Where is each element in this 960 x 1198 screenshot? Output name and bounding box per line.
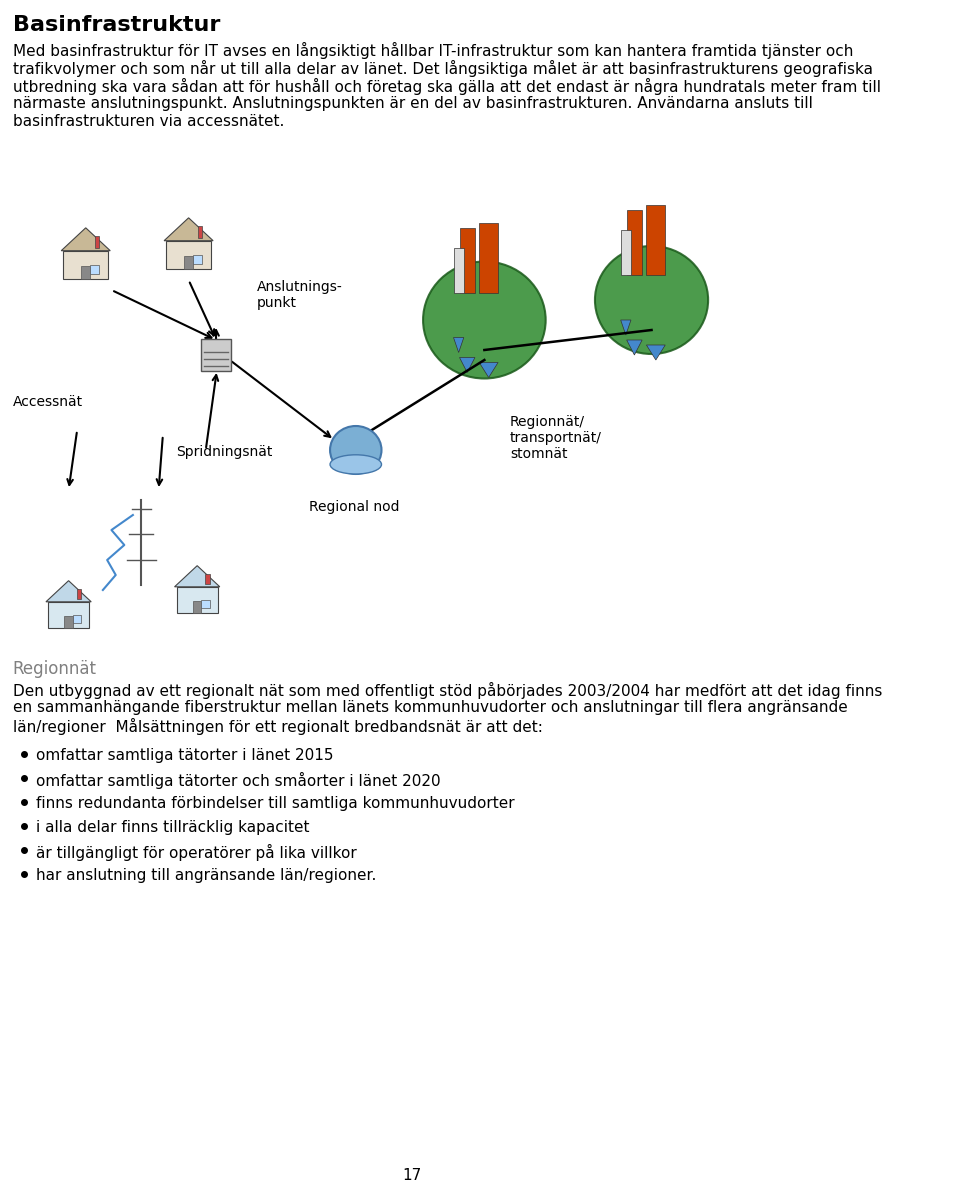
- FancyBboxPatch shape: [48, 601, 89, 628]
- Ellipse shape: [595, 246, 708, 353]
- Polygon shape: [460, 357, 475, 373]
- Polygon shape: [627, 340, 642, 355]
- FancyBboxPatch shape: [184, 256, 193, 270]
- Polygon shape: [621, 320, 631, 335]
- Ellipse shape: [423, 261, 545, 379]
- Text: län/regioner  Målsättningen för ett regionalt bredbandsnät är att det:: län/regioner Målsättningen för ett regio…: [12, 718, 542, 736]
- Text: Anslutnings-
punkt: Anslutnings- punkt: [257, 280, 343, 310]
- Ellipse shape: [330, 455, 381, 474]
- FancyBboxPatch shape: [63, 250, 108, 279]
- Text: Spridningsnät: Spridningsnät: [176, 444, 272, 459]
- Text: utbredning ska vara sådan att för hushåll och företag ska gälla att det endast ä: utbredning ska vara sådan att för hushål…: [12, 78, 881, 95]
- Polygon shape: [46, 581, 91, 601]
- FancyBboxPatch shape: [193, 255, 202, 264]
- FancyBboxPatch shape: [453, 248, 464, 292]
- FancyBboxPatch shape: [646, 205, 665, 276]
- Text: trafikvolymer och som når ut till alla delar av länet. Det långsiktiga målet är : trafikvolymer och som når ut till alla d…: [12, 60, 873, 77]
- Polygon shape: [479, 363, 498, 377]
- FancyBboxPatch shape: [479, 223, 498, 292]
- FancyBboxPatch shape: [202, 600, 209, 607]
- Text: omfattar samtliga tätorter och småorter i länet 2020: omfattar samtliga tätorter och småorter …: [36, 772, 441, 789]
- FancyBboxPatch shape: [201, 339, 231, 371]
- FancyBboxPatch shape: [82, 266, 90, 279]
- Polygon shape: [164, 218, 213, 241]
- Text: 17: 17: [402, 1168, 421, 1182]
- Text: omfattar samtliga tätorter i länet 2015: omfattar samtliga tätorter i länet 2015: [36, 748, 333, 763]
- Text: Regionnät: Regionnät: [12, 660, 97, 678]
- Text: Med basinfrastruktur för IT avses en långsiktigt hållbar IT-infrastruktur som ka: Med basinfrastruktur för IT avses en lån…: [12, 42, 853, 59]
- FancyBboxPatch shape: [198, 226, 202, 238]
- FancyBboxPatch shape: [77, 588, 81, 599]
- Text: Den utbyggnad av ett regionalt nät som med offentligt stöd påbörjades 2003/2004 : Den utbyggnad av ett regionalt nät som m…: [12, 682, 882, 698]
- Text: är tillgängligt för operatörer på lika villkor: är tillgängligt för operatörer på lika v…: [36, 845, 357, 861]
- Polygon shape: [61, 228, 110, 250]
- Text: finns redundanta förbindelser till samtliga kommunhuvudorter: finns redundanta förbindelser till samtl…: [36, 795, 515, 811]
- Text: basinfrastrukturen via accessnätet.: basinfrastrukturen via accessnätet.: [12, 114, 284, 129]
- Text: i alla delar finns tillräcklig kapacitet: i alla delar finns tillräcklig kapacitet: [36, 819, 309, 835]
- Ellipse shape: [330, 426, 381, 474]
- FancyBboxPatch shape: [90, 265, 99, 273]
- FancyBboxPatch shape: [193, 601, 202, 613]
- Polygon shape: [453, 338, 464, 352]
- Text: Regionnät/
transportnät/
stomnät: Regionnät/ transportnät/ stomnät: [510, 415, 602, 461]
- FancyBboxPatch shape: [95, 236, 99, 248]
- Text: Basinfrastruktur: Basinfrastruktur: [12, 16, 220, 35]
- Text: Regional nod: Regional nod: [308, 500, 399, 514]
- FancyBboxPatch shape: [166, 241, 211, 270]
- FancyBboxPatch shape: [64, 616, 73, 628]
- Polygon shape: [175, 565, 220, 587]
- FancyBboxPatch shape: [627, 210, 642, 276]
- FancyBboxPatch shape: [460, 228, 475, 292]
- FancyBboxPatch shape: [73, 615, 81, 623]
- Text: närmaste anslutningspunkt. Anslutningspunkten är en del av basinfrastrukturen. A: närmaste anslutningspunkt. Anslutningspu…: [12, 96, 813, 111]
- Text: Accessnät: Accessnät: [12, 395, 83, 409]
- Text: har anslutning till angränsande län/regioner.: har anslutning till angränsande län/regi…: [36, 869, 376, 883]
- Polygon shape: [646, 345, 665, 361]
- FancyBboxPatch shape: [205, 574, 209, 585]
- Text: en sammanhängande fiberstruktur mellan länets kommunhuvudorter och anslutningar : en sammanhängande fiberstruktur mellan l…: [12, 700, 848, 715]
- FancyBboxPatch shape: [621, 230, 631, 276]
- FancyBboxPatch shape: [177, 587, 218, 613]
